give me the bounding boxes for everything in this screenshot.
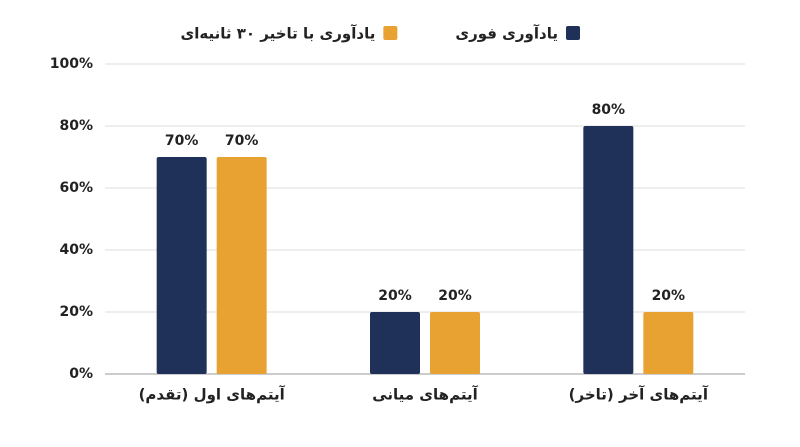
y-tick-label: 0% — [69, 366, 93, 382]
bar — [156, 157, 207, 374]
y-tick-label: 60% — [59, 180, 93, 196]
legend-label: یادآوری با تاخیر ۳۰ ثانیه‌ای — [181, 25, 376, 43]
value-label: 70% — [165, 133, 199, 149]
bar — [430, 312, 480, 374]
legend-swatch — [566, 26, 580, 40]
x-tick-label: آیتم‌های اول (تقدم) — [139, 386, 286, 404]
y-tick-label: 40% — [59, 242, 93, 258]
bar — [370, 312, 420, 374]
value-label: 20% — [378, 288, 412, 304]
value-label: 70% — [225, 133, 259, 149]
legend-swatch — [383, 26, 398, 40]
bar — [216, 157, 267, 374]
legend-label: یادآوری فوری — [455, 25, 558, 43]
bar — [643, 312, 694, 374]
x-tick-label: آیتم‌های آخر (تاخر) — [569, 386, 709, 404]
value-label: 20% — [652, 288, 686, 304]
x-tick-label: آیتم‌های میانی — [372, 386, 478, 404]
y-tick-label: 80% — [59, 118, 93, 134]
value-label: 80% — [592, 102, 626, 118]
bar — [583, 126, 634, 374]
y-tick-label: 100% — [50, 56, 93, 72]
y-tick-label: 20% — [59, 304, 93, 320]
value-label: 20% — [438, 288, 472, 304]
